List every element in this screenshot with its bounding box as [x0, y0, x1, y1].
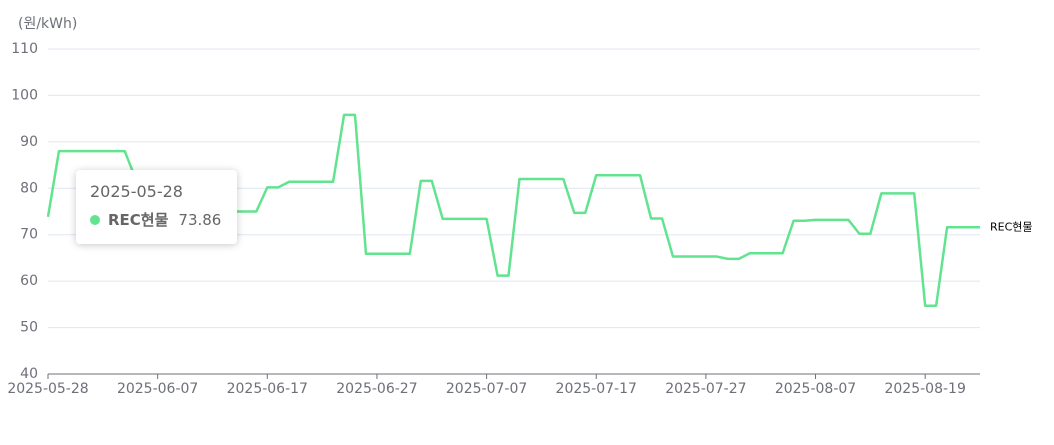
- x-tick-label: 2025-06-07: [117, 381, 198, 397]
- tooltip-row: REC현물 73.86: [90, 209, 223, 230]
- x-tick-label: 2025-08-19: [884, 381, 965, 397]
- y-tick-label: 60: [20, 273, 38, 289]
- y-tick-label: 40: [20, 366, 38, 382]
- x-tick-label: 2025-08-07: [775, 381, 856, 397]
- y-tick-label: 80: [20, 180, 38, 196]
- x-tick-label: 2025-06-17: [227, 381, 308, 397]
- y-tick-label: 110: [11, 41, 38, 57]
- series-end-label: REC현물: [990, 220, 1033, 233]
- y-axis-label: (원/kWh): [18, 16, 77, 32]
- y-tick-label: 100: [11, 87, 38, 103]
- tooltip-dot: [90, 214, 100, 225]
- x-tick-label: 2025-07-07: [446, 381, 527, 397]
- x-tick-label: 2025-07-27: [665, 381, 746, 397]
- tooltip-date: 2025-05-28: [90, 182, 183, 201]
- y-tick-label: 90: [20, 134, 38, 150]
- x-tick-label: 2025-07-17: [556, 381, 637, 397]
- y-tick-label: 50: [20, 320, 38, 336]
- x-tick-label: 2025-06-27: [336, 381, 417, 397]
- y-tick-label: 70: [20, 227, 38, 243]
- tooltip-series: REC현물: [108, 211, 169, 229]
- x-tick-label: 2025-05-28: [7, 381, 88, 397]
- tooltip-value: 73.86: [178, 210, 222, 229]
- tooltip: 2025-05-28 REC현물 73.86: [76, 170, 237, 244]
